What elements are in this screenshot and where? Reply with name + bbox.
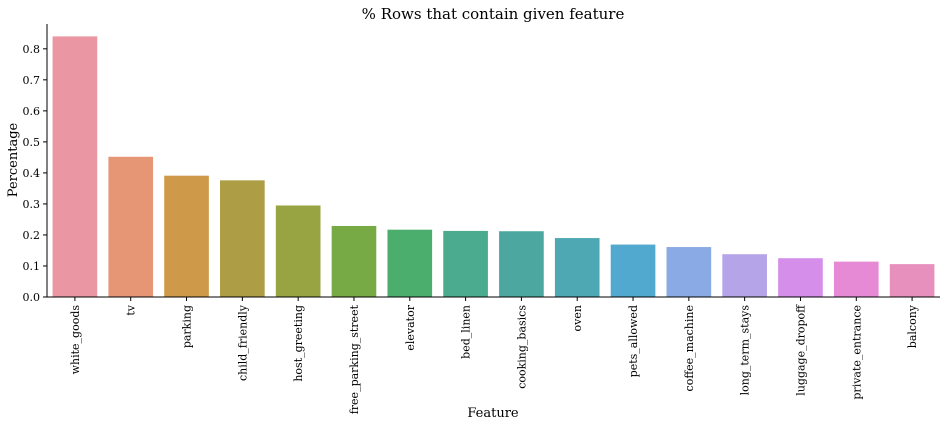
x-tick-label: bed_linen [460,305,473,359]
bar-bed_linen [443,230,488,297]
y-tick-label: 0.4 [23,167,41,180]
bar-tv [108,156,154,297]
x-tick-label: white_goods [69,305,82,375]
bar-child_friendly [220,180,265,297]
bar-long_term_stays [722,254,767,297]
x-tick-label: pets_allowed [627,305,640,377]
bar-elevator [387,229,433,297]
x-tick-label: long_term_stays [739,305,752,396]
x-tick-label: private_entrance [850,305,863,400]
x-tick-label: child_friendly [236,304,249,381]
bar-private_entrance [833,261,879,297]
y-tick-label: 0.7 [23,74,41,87]
bar-pets_allowed [610,244,656,297]
bar-balcony [889,264,935,297]
y-tick-label: 0.0 [23,291,41,304]
bar-coffee_machine [666,247,712,297]
bar-free_parking_street [331,225,377,297]
y-tick-label: 0.3 [23,198,41,211]
bar-cooking_basics [499,231,544,297]
x-tick-label: free_parking_street [348,304,361,414]
x-tick-label: tv [125,304,138,315]
y-axis-label: Percentage [6,122,21,197]
y-tick-label: 0.2 [23,229,41,242]
bar-luggage_dropoff [778,258,823,297]
y-tick-label: 0.8 [23,43,41,56]
bar-white_goods [52,36,98,297]
x-tick-label: oven [571,305,584,331]
x-tick-label: coffee_machine [683,305,696,391]
x-ticks-group: white_goods tv parking child_friendly host_g… [69,297,919,414]
bar-parking [164,175,209,297]
bar-oven [554,238,600,297]
chart-title: % Rows that contain given feature [362,5,625,23]
bar-host_greeting [275,205,321,297]
x-tick-label: elevator [404,304,417,350]
y-tick-label: 0.6 [23,105,41,118]
x-tick-label: parking [181,305,194,348]
x-tick-label: host_greeting [292,305,305,382]
x-tick-label: luggage_dropoff [794,304,807,396]
x-tick-label: balcony [906,304,919,348]
y-tick-label: 0.1 [23,260,41,273]
y-tick-label: 0.5 [23,136,41,149]
x-axis-label: Feature [467,406,519,421]
x-tick-label: cooking_basics [515,305,528,389]
bars-group [52,36,935,297]
y-ticks-group: 0.0 0.1 0.2 0.3 0.4 0.5 0.6 0.7 0.8 [23,43,47,304]
